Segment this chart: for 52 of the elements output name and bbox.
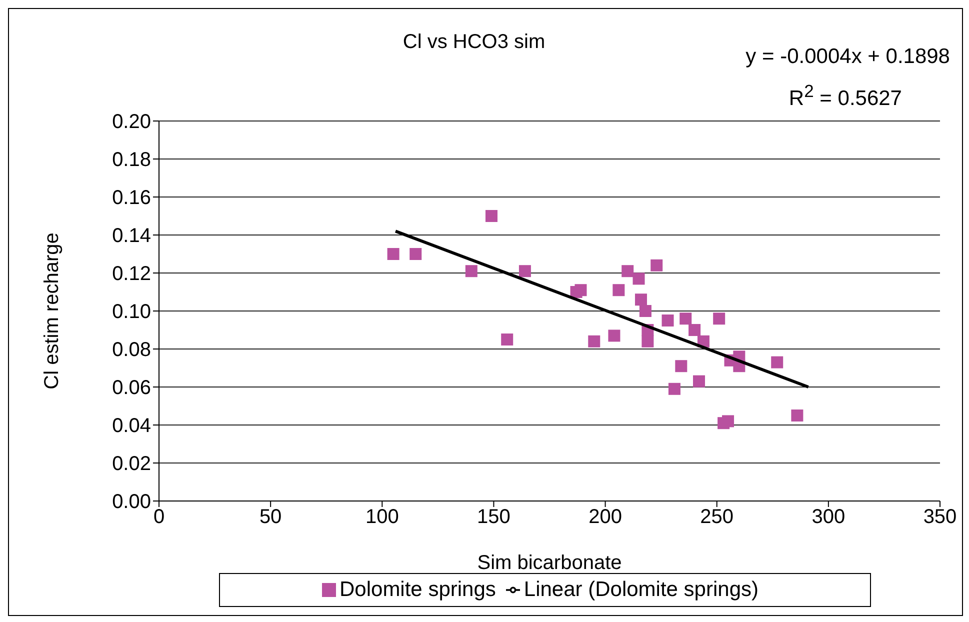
point — [722, 415, 734, 428]
x-tick-label: 200 — [588, 506, 622, 528]
y-tick-label: 0.12 — [112, 263, 151, 286]
point — [662, 314, 674, 326]
point — [465, 265, 478, 278]
point — [634, 294, 647, 306]
y-tick-label: 0.02 — [112, 453, 151, 476]
y-tick-label: 0.20 — [112, 111, 151, 134]
chart-title: Cl vs HCO3 sim — [402, 31, 546, 53]
text: y = -0.0004x + 0.1898 — [746, 45, 950, 69]
x-tick-label: 350 — [923, 506, 957, 528]
y-tick-label: 0.16 — [112, 187, 151, 210]
point — [642, 335, 654, 348]
point — [688, 324, 701, 336]
point — [501, 334, 514, 346]
y-axis-title: Cl estim recharge — [41, 232, 64, 390]
y-tick-label: 0.10 — [112, 301, 151, 324]
x-tick-label: 300 — [812, 506, 846, 528]
point — [713, 312, 726, 325]
point — [574, 284, 587, 296]
text: R$^{2}$ = 0.5627 — [788, 81, 902, 111]
x-tick-label: 100 — [365, 506, 399, 528]
legend-label: Dolomite springs — [340, 578, 496, 601]
point — [608, 330, 620, 342]
point — [632, 272, 645, 285]
point — [639, 305, 652, 317]
y-tick-label: 0.14 — [112, 225, 151, 248]
x-tick-label: 250 — [700, 506, 734, 528]
point — [387, 248, 400, 260]
y-tick-label: 0.08 — [112, 339, 151, 362]
x-tick-label: 50 — [259, 506, 282, 528]
x-tick-label: 150 — [477, 506, 510, 528]
point — [680, 312, 692, 325]
point — [410, 248, 422, 260]
y-tick-label: 0.04 — [112, 415, 151, 438]
x-axis-title: Sim bicarbonate — [477, 552, 622, 574]
point — [791, 410, 804, 422]
point — [650, 259, 663, 272]
point — [485, 210, 498, 222]
point — [771, 356, 784, 368]
point — [675, 360, 688, 372]
y-tick-label: 0.06 — [112, 377, 151, 400]
y-tick-label: 0.00 — [112, 491, 151, 514]
x-tick-label: 0 — [153, 506, 165, 528]
point — [668, 382, 680, 395]
y-tick-label: 0.18 — [112, 149, 151, 172]
point — [622, 265, 634, 278]
point — [518, 265, 531, 278]
legend-label: Linear (Dolomite springs) — [524, 578, 758, 601]
point — [693, 375, 706, 388]
point — [612, 284, 625, 296]
point — [588, 335, 600, 348]
